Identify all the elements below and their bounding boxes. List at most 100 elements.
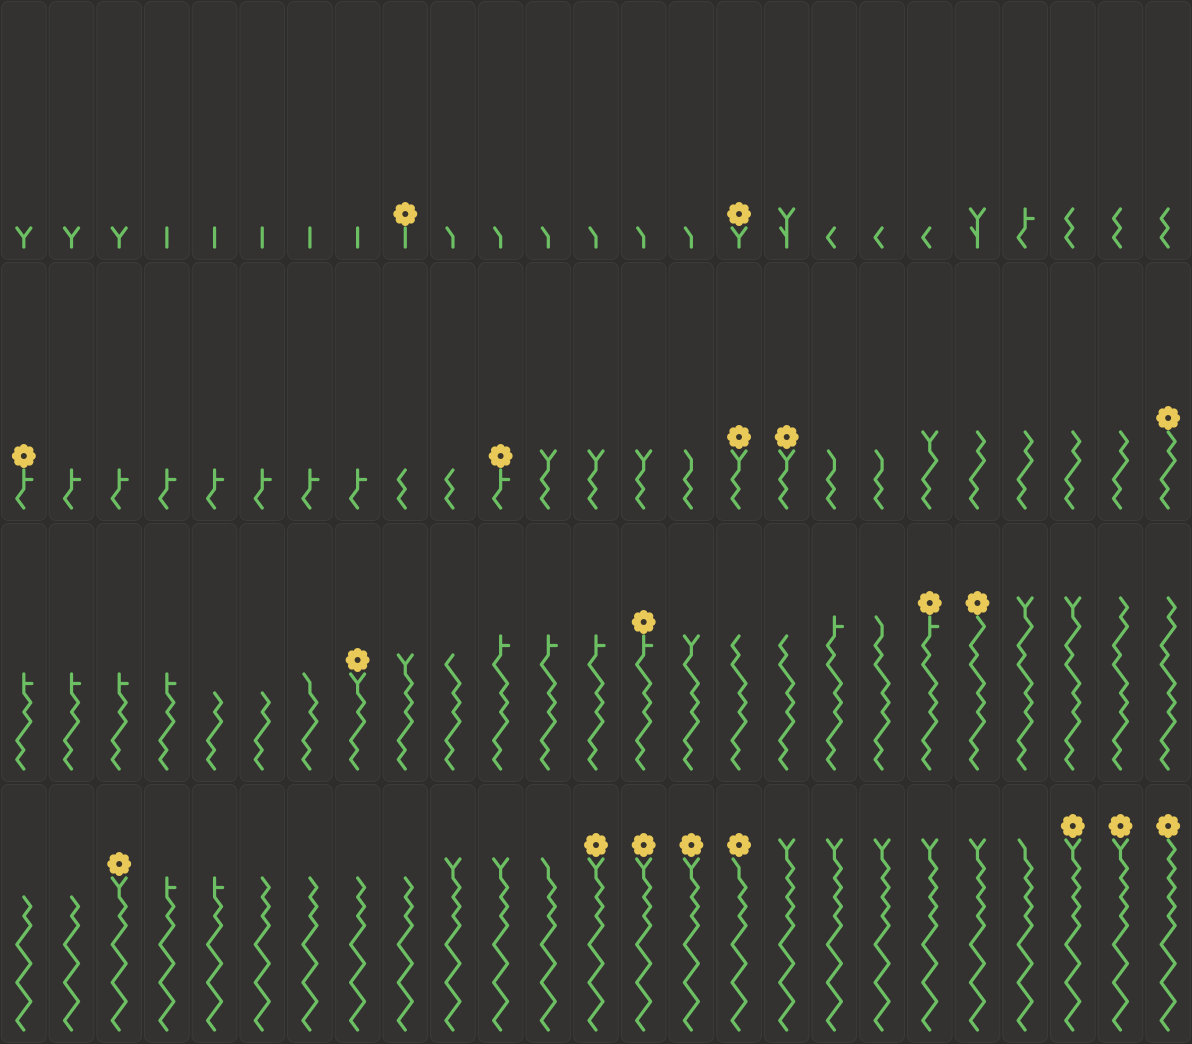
flower [1156, 406, 1181, 430]
plant-cell [287, 262, 333, 521]
stem [396, 876, 414, 1032]
cell [859, 262, 905, 521]
plant-cell [668, 523, 715, 782]
plant-cell [48, 262, 95, 521]
plant-cell [334, 523, 381, 782]
stem [540, 226, 550, 249]
stem [778, 838, 796, 1032]
cell [525, 262, 572, 521]
cell [1145, 262, 1191, 521]
plant-cell [1097, 784, 1144, 1043]
stem [492, 468, 511, 510]
cell [573, 262, 619, 521]
cell [96, 1, 143, 260]
stem [635, 634, 654, 771]
plant-cell [477, 262, 524, 521]
plant-cell [620, 523, 667, 782]
flower-center [783, 434, 790, 440]
plant-cell [430, 262, 476, 521]
stem [730, 634, 748, 771]
stem [682, 449, 693, 510]
flower-center [497, 453, 504, 459]
stem [1111, 838, 1130, 1032]
stem [110, 468, 129, 510]
stem [921, 430, 939, 510]
cell [1097, 1, 1144, 260]
cell [287, 262, 333, 521]
cell [620, 262, 667, 521]
stem [15, 468, 34, 510]
plant-cell [716, 1, 762, 260]
plant-cell [96, 784, 143, 1043]
stem [683, 226, 693, 249]
plant-cell [668, 784, 715, 1043]
stem [1064, 596, 1082, 771]
plant-cell [573, 523, 619, 782]
cell [191, 523, 238, 782]
stem [444, 857, 462, 1032]
plant-cell [1049, 784, 1096, 1043]
stem [301, 876, 319, 1032]
stem [778, 634, 796, 771]
plant-cell [573, 784, 619, 1043]
flower-center [402, 211, 409, 217]
stem [1159, 207, 1170, 249]
plant-cell [811, 784, 858, 1043]
flower-center [1165, 823, 1172, 829]
cell [191, 1, 238, 260]
flower [965, 591, 990, 615]
stem [921, 615, 940, 771]
plant-cell [1, 523, 47, 782]
plant-cell [430, 784, 476, 1043]
stem [253, 691, 271, 771]
plant-cell [96, 262, 143, 521]
stem [635, 857, 653, 1032]
flower-center [688, 842, 695, 848]
plant-cell [906, 262, 953, 521]
cell [382, 1, 429, 260]
cell [716, 262, 762, 521]
stem [1111, 596, 1130, 771]
plant-cell [811, 262, 858, 521]
plant-cell [382, 523, 429, 782]
plant-cell [239, 262, 286, 521]
cell [1002, 1, 1048, 260]
stem [682, 634, 700, 771]
plant-cell [430, 523, 476, 782]
stem [493, 226, 503, 249]
cell [144, 262, 190, 521]
cell [954, 1, 1001, 260]
cell [48, 262, 95, 521]
flower [679, 833, 704, 857]
plant-cell [1097, 262, 1144, 521]
stem [492, 634, 511, 771]
stem [1016, 838, 1034, 1032]
plant-cell [1002, 262, 1048, 521]
flower-center [1165, 415, 1172, 421]
stem [968, 838, 987, 1032]
flower [631, 833, 656, 857]
cell [716, 1, 762, 260]
flower [584, 833, 608, 857]
stem [778, 449, 796, 510]
cell [1049, 262, 1096, 521]
stem [62, 226, 81, 249]
stem [539, 634, 558, 771]
plant-cell [144, 784, 190, 1043]
plant-cell [525, 784, 572, 1043]
cell [477, 1, 524, 260]
plant-cell [525, 523, 572, 782]
cell [1097, 262, 1144, 521]
cell [906, 1, 953, 260]
cell [573, 1, 619, 260]
cell [1049, 1, 1096, 260]
stem [1016, 430, 1034, 510]
cell [525, 1, 572, 260]
stem [110, 226, 128, 249]
plant-cell [382, 1, 429, 260]
stem [301, 468, 320, 510]
plant-cell [954, 523, 1001, 782]
plant-cell [191, 523, 238, 782]
plant-cell [1, 1, 47, 260]
